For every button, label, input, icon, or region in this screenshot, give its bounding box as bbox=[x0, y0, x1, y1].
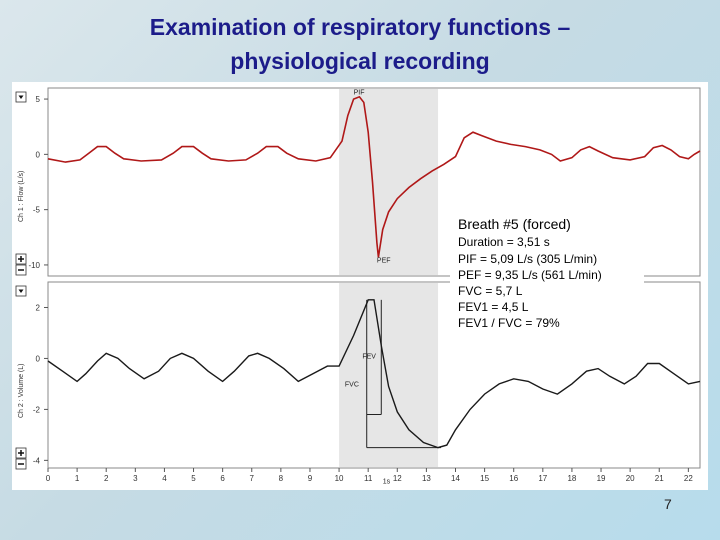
x-tick-label: 16 bbox=[509, 474, 518, 483]
breath-info-line: FVC = 5,7 L bbox=[458, 284, 523, 298]
x-tick-label: 1 bbox=[75, 474, 80, 483]
flow-annotation: PIF bbox=[354, 90, 365, 97]
flow-panel: 5 0 -5 -10 PIF PEF Ch 1 : Flow (L/s) bbox=[15, 87, 701, 277]
volume-y-tick-label: 0 bbox=[36, 354, 41, 363]
volume-trace bbox=[47, 299, 701, 449]
breath-info-heading: Breath #5 (forced) bbox=[458, 216, 571, 232]
x-tick-label: 13 bbox=[422, 474, 431, 483]
x-tick-label: 18 bbox=[567, 474, 576, 483]
flow-y-tick-label: -5 bbox=[33, 206, 41, 215]
title-line-2: physiological recording bbox=[230, 48, 490, 74]
volume-y-tick-label: -2 bbox=[33, 405, 41, 414]
plus-icon bbox=[18, 256, 24, 262]
title-line-1: Examination of respiratory functions – bbox=[149, 14, 571, 40]
chevron-down-icon bbox=[18, 289, 24, 293]
x-tick-label: 15 bbox=[480, 474, 489, 483]
x-tick-label: 19 bbox=[597, 474, 606, 483]
flow-y-tick-label: 5 bbox=[36, 95, 41, 104]
x-tick-label: 7 bbox=[250, 474, 255, 483]
volume-y-axis-label: Ch 2 : Volume (L) bbox=[18, 364, 25, 418]
flow-zoom-in-button[interactable] bbox=[15, 253, 27, 265]
flow-annotation: PEF bbox=[377, 258, 391, 265]
x-tick-label: 0 bbox=[46, 474, 51, 483]
x-tick-label: 12 bbox=[393, 474, 402, 483]
x-tick-label: 22 bbox=[684, 474, 693, 483]
flow-y-tick-label: 0 bbox=[36, 150, 41, 159]
x-tick-label: 4 bbox=[162, 474, 167, 483]
x-tick-label: 17 bbox=[538, 474, 547, 483]
breath-info-line: FEV1 / FVC = 79% bbox=[458, 316, 560, 330]
flow-y-ticks: 5 0 -5 -10 bbox=[28, 95, 48, 270]
x-tick-label: 2 bbox=[104, 474, 109, 483]
breath-info-line: Duration = 3,51 s bbox=[458, 235, 550, 249]
flow-annotations: PIF PEF bbox=[354, 90, 391, 265]
breath-info-box: Breath #5 (forced) Duration = 3,51 s PIF… bbox=[450, 213, 644, 342]
x-tick-label: 8 bbox=[279, 474, 284, 483]
recording-figure: 5 0 -5 -10 PIF PEF Ch 1 : Flow (L/s) 2 0 -2 -4 bbox=[12, 82, 708, 490]
flow-zoom-out-button[interactable] bbox=[15, 264, 27, 276]
volume-zoom-in-button[interactable] bbox=[15, 447, 27, 459]
page-number: 7 bbox=[664, 496, 672, 512]
slide-title: Examination of respiratory functions – p… bbox=[0, 10, 720, 78]
breath-info-line: FEV1 = 4,5 L bbox=[458, 300, 529, 314]
x-tick-label: 10 bbox=[335, 474, 344, 483]
volume-annotation: 1s bbox=[383, 478, 391, 485]
x-tick-label: 20 bbox=[626, 474, 635, 483]
breath-info-background bbox=[450, 213, 644, 342]
volume-annotation: FVC bbox=[345, 381, 359, 388]
volume-highlight-band bbox=[339, 283, 439, 467]
x-tick-label: 5 bbox=[191, 474, 196, 483]
flow-y-tick-label: -10 bbox=[28, 261, 40, 270]
volume-panel-menu-button[interactable] bbox=[15, 285, 27, 297]
x-tick-label: 9 bbox=[308, 474, 313, 483]
volume-y-tick-label: -4 bbox=[33, 456, 41, 465]
flow-highlight-band bbox=[339, 89, 439, 275]
x-tick-label: 21 bbox=[655, 474, 664, 483]
breath-info-line: PIF = 5,09 L/s (305 L/min) bbox=[458, 252, 597, 266]
breath-info-line: PEF = 9,35 L/s (561 L/min) bbox=[458, 268, 602, 282]
flow-y-axis-label: Ch 1 : Flow (L/s) bbox=[18, 171, 25, 222]
volume-y-tick-label: 2 bbox=[36, 303, 41, 312]
chevron-down-icon bbox=[18, 95, 24, 99]
flow-panel-menu-button[interactable] bbox=[15, 91, 27, 103]
volume-annotations: FEV FVC 1s bbox=[345, 353, 391, 485]
volume-y-ticks: 2 0 -2 -4 bbox=[33, 303, 48, 465]
x-tick-label: 6 bbox=[220, 474, 225, 483]
flow-trace bbox=[47, 95, 701, 258]
x-tick-label: 11 bbox=[364, 474, 373, 483]
plus-icon bbox=[18, 450, 24, 456]
volume-zoom-out-button[interactable] bbox=[15, 458, 27, 470]
volume-annotation: FEV bbox=[362, 353, 376, 360]
fev-measurement-box bbox=[366, 299, 441, 449]
x-axis: 0 1 2 3 4 5 6 7 8 9 10 11 12 13 14 15 16 17 18 19 20 21 22 bbox=[46, 468, 693, 483]
x-tick-label: 14 bbox=[451, 474, 460, 483]
x-tick-label: 3 bbox=[133, 474, 138, 483]
